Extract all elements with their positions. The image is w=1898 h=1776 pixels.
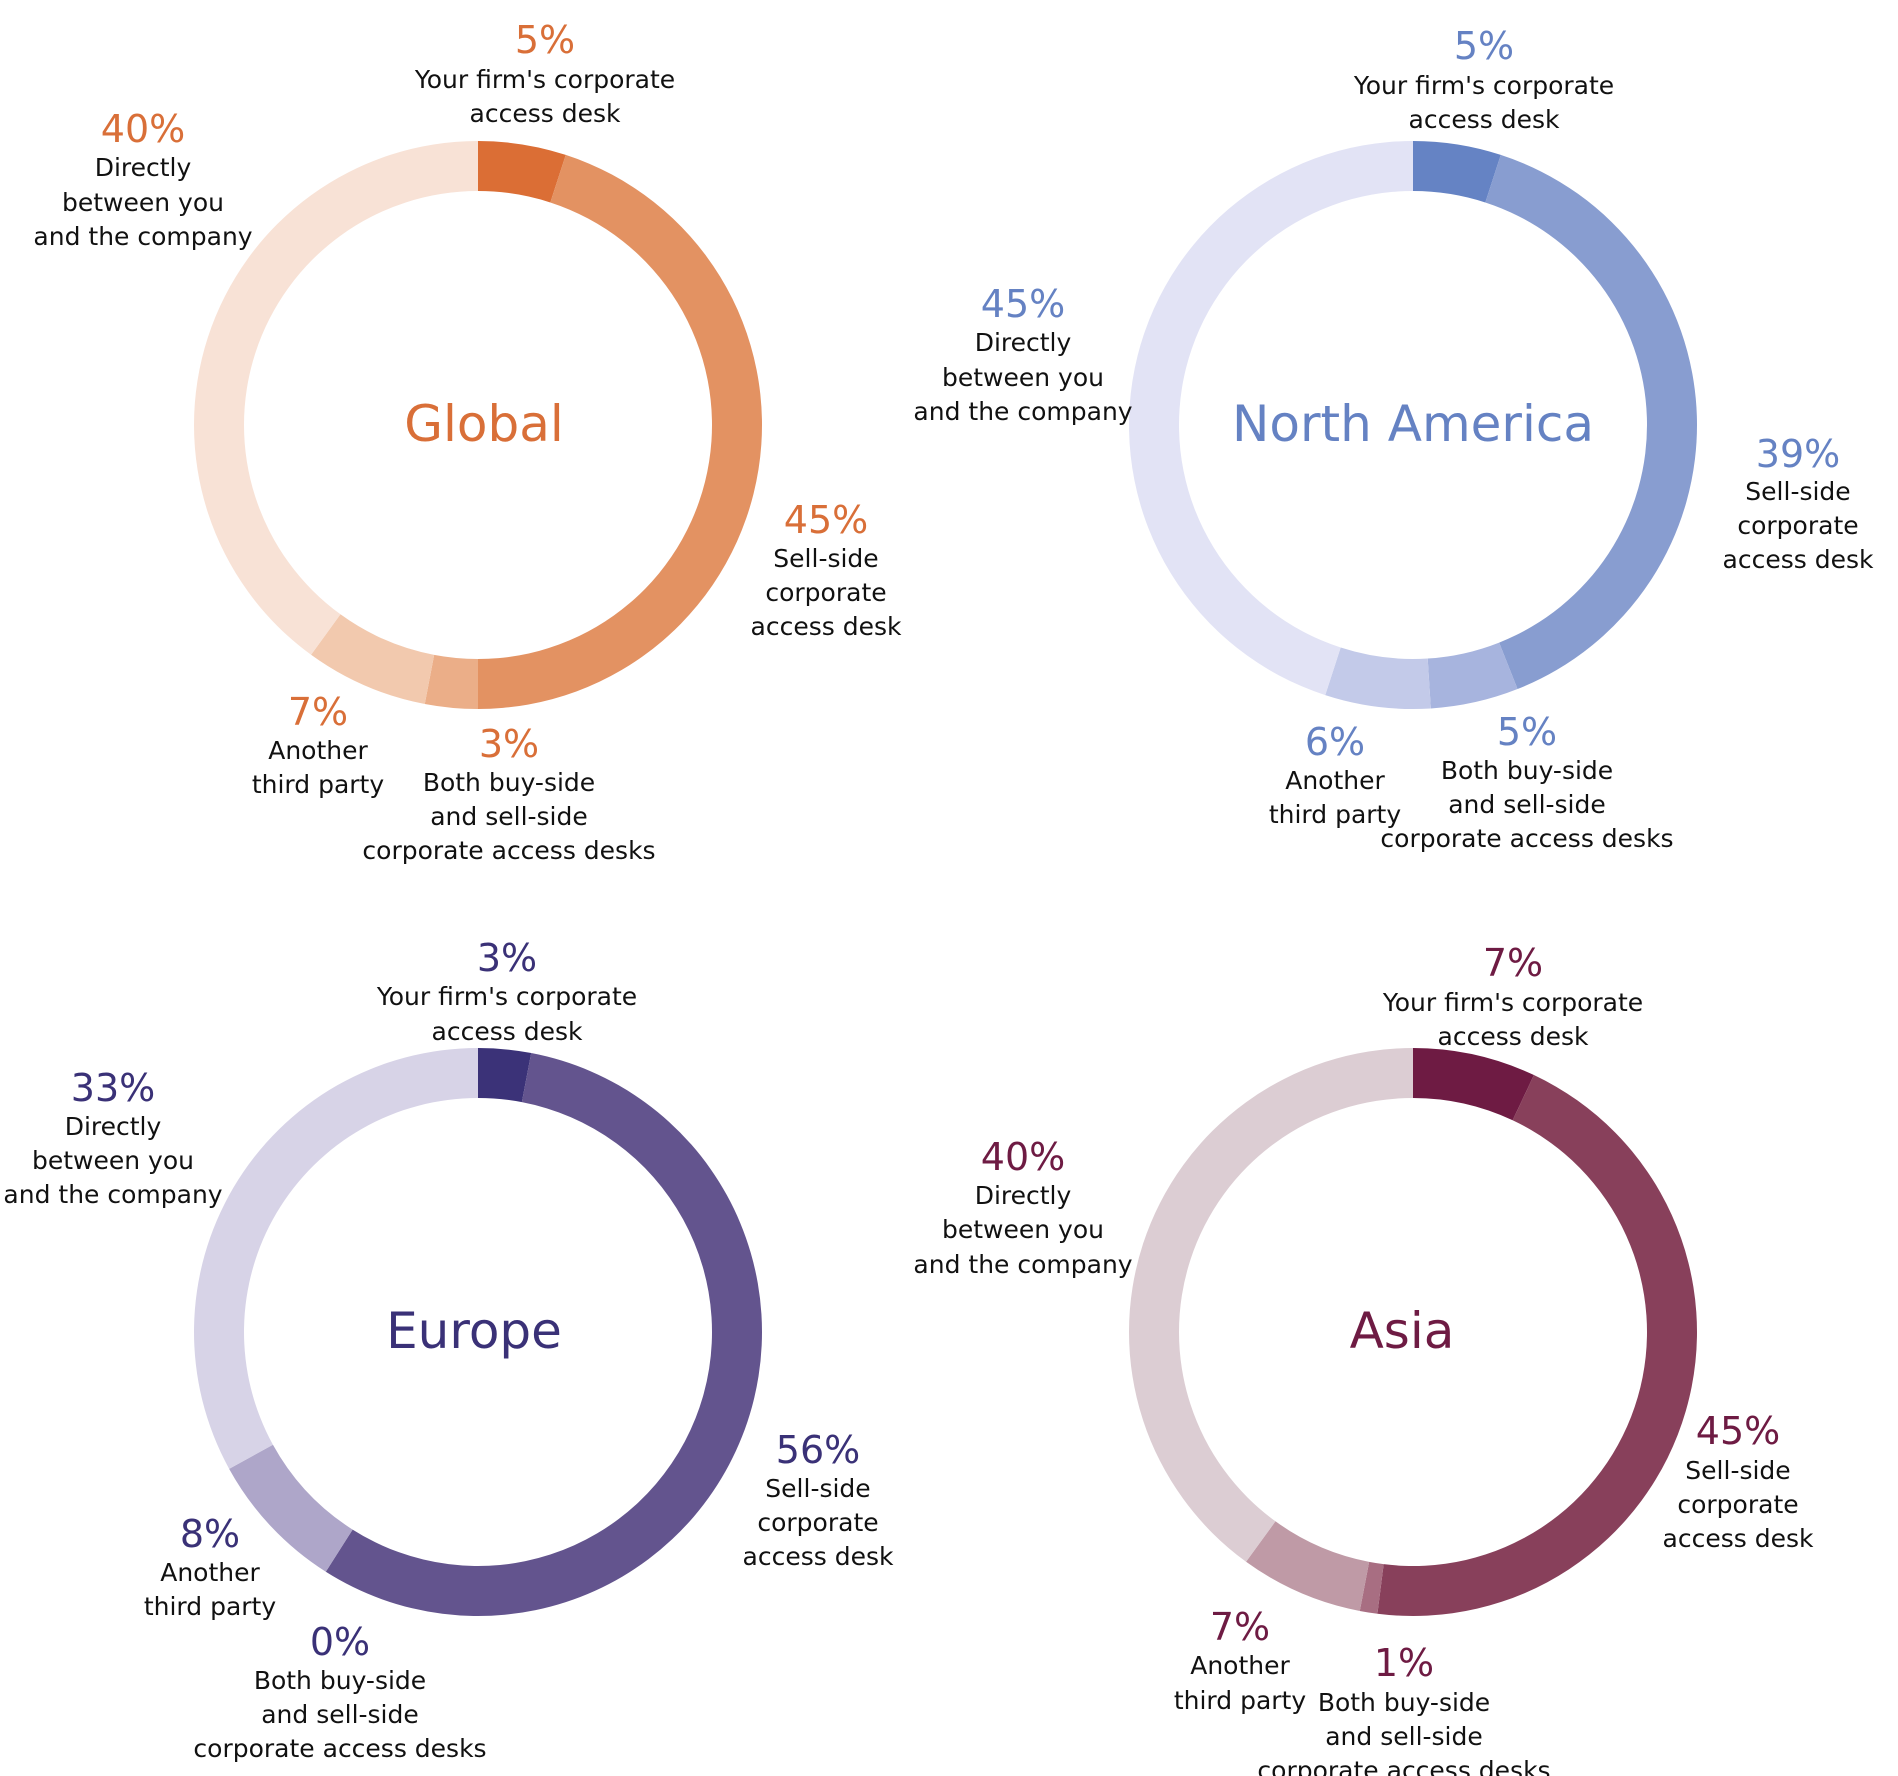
- value-label-north-america-your-firm-s-corporate-access-desk: 5%: [1454, 24, 1514, 68]
- slice-global-sell-side-corporate-access-desk: [478, 154, 762, 709]
- category-label-north-america-sell-side-corporate-access-desk: Sell-side corporate access desk: [1723, 477, 1874, 574]
- slice-europe-directly-between-you-and-the-company: [194, 1048, 479, 1469]
- slice-europe-another-third-party: [229, 1444, 353, 1572]
- value-label-europe-directly-between-you-and-the-company: 33%: [71, 1066, 155, 1110]
- slice-europe-your-firm-s-corporate-access-desk: [478, 1048, 532, 1103]
- value-label-europe-your-firm-s-corporate-access-desk: 3%: [477, 936, 537, 980]
- value-label-global-sell-side-corporate-access-desk: 45%: [784, 498, 868, 542]
- slice-global-another-third-party: [311, 614, 435, 704]
- category-label-north-america-both-buy-side-and-sell-side-corporate-access-desks: Both buy-side and sell-side corporate acce…: [1380, 756, 1673, 853]
- value-label-asia-both-buy-side-and-sell-side-corporate-access-desks: 1%: [1374, 1641, 1434, 1685]
- slice-asia-directly-between-you-and-the-company: [1129, 1048, 1413, 1562]
- slice-asia-both-buy-side-and-sell-side-corporate-access-desks: [1359, 1561, 1384, 1614]
- slice-asia-sell-side-corporate-access-desk: [1377, 1075, 1698, 1616]
- category-label-global-another-third-party: Another third party: [252, 736, 385, 799]
- value-label-north-america-sell-side-corporate-access-desk: 39%: [1756, 432, 1840, 476]
- category-label-europe-another-third-party: Another third party: [144, 1558, 277, 1621]
- slice-global-directly-between-you-and-the-company: [194, 141, 478, 655]
- slice-global-both-buy-side-and-sell-side-corporate-access-desks: [424, 654, 478, 709]
- slice-north-america-directly-between-you-and-the-company: [1129, 141, 1413, 696]
- category-label-europe-sell-side-corporate-access-desk: Sell-side corporate access desk: [743, 1474, 894, 1571]
- slice-north-america-both-buy-side-and-sell-side-corporate-access-desks: [1427, 642, 1518, 709]
- chart-title-asia: Asia: [1350, 1302, 1455, 1360]
- category-label-north-america-your-firm-s-corporate-access-desk: Your firm's corporate access desk: [1353, 71, 1614, 134]
- category-label-global-both-buy-side-and-sell-side-corporate-access-desks: Both buy-side and sell-side corporate acce…: [362, 768, 655, 865]
- category-label-global-sell-side-corporate-access-desk: Sell-side corporate access desk: [751, 544, 902, 641]
- slice-global-your-firm-s-corporate-access-desk: [478, 141, 566, 203]
- value-label-asia-sell-side-corporate-access-desk: 45%: [1696, 1409, 1780, 1453]
- slice-north-america-sell-side-corporate-access-desk: [1485, 154, 1697, 690]
- value-label-europe-sell-side-corporate-access-desk: 56%: [776, 1428, 860, 1472]
- value-label-asia-directly-between-you-and-the-company: 40%: [981, 1135, 1065, 1179]
- category-label-asia-sell-side-corporate-access-desk: Sell-side corporate access desk: [1663, 1456, 1814, 1553]
- chart-title-north-america: North America: [1232, 395, 1594, 453]
- category-label-asia-your-firm-s-corporate-access-desk: Your firm's corporate access desk: [1382, 988, 1643, 1051]
- category-label-asia-directly-between-you-and-the-company: Directly between you and the company: [913, 1181, 1132, 1279]
- donut-chart-global: Global 5%Your firm's corporate access desk…: [33, 18, 902, 865]
- slice-north-america-your-firm-s-corporate-access-desk: [1413, 141, 1501, 203]
- value-label-europe-another-third-party: 8%: [180, 1512, 240, 1556]
- category-label-global-your-firm-s-corporate-access-desk: Your firm's corporate access desk: [414, 65, 675, 128]
- value-label-global-another-third-party: 7%: [288, 690, 348, 734]
- category-label-europe-your-firm-s-corporate-access-desk: Your firm's corporate access desk: [376, 982, 637, 1046]
- value-label-north-america-directly-between-you-and-the-company: 45%: [981, 282, 1065, 326]
- value-label-north-america-another-third-party: 6%: [1305, 720, 1365, 764]
- category-label-global-directly-between-you-and-the-company: Directly between you and the company: [33, 153, 252, 251]
- slice-asia-another-third-party: [1246, 1521, 1370, 1611]
- category-label-asia-another-third-party: Another third party: [1174, 1651, 1307, 1715]
- donut-chart-europe: Europe 3%Your firm's corporate access desk…: [3, 936, 894, 1763]
- value-label-global-directly-between-you-and-the-company: 40%: [101, 107, 185, 151]
- category-label-asia-both-buy-side-and-sell-side-corporate-access-desks: Both buy-side and sell-side corporate acce…: [1257, 1688, 1550, 1776]
- category-label-europe-directly-between-you-and-the-company: Directly between you and the company: [3, 1112, 222, 1209]
- chart-title-global: Global: [404, 395, 564, 453]
- category-label-north-america-another-third-party: Another third party: [1269, 766, 1402, 829]
- slice-europe-sell-side-corporate-access-desk: [325, 1053, 762, 1617]
- value-label-global-both-buy-side-and-sell-side-corporate-access-desks: 3%: [479, 722, 539, 766]
- chart-title-europe: Europe: [386, 1302, 562, 1360]
- value-label-north-america-both-buy-side-and-sell-side-corporate-access-desks: 5%: [1497, 710, 1557, 754]
- slice-north-america-another-third-party: [1325, 647, 1431, 709]
- value-label-europe-both-buy-side-and-sell-side-corporate-access-desks: 0%: [310, 1620, 370, 1664]
- slice-asia-your-firm-s-corporate-access-desk: [1413, 1048, 1534, 1121]
- value-label-global-your-firm-s-corporate-access-desk: 5%: [515, 18, 575, 62]
- category-label-north-america-directly-between-you-and-the-company: Directly between you and the company: [913, 328, 1132, 426]
- value-label-asia-another-third-party: 7%: [1210, 1605, 1270, 1649]
- value-label-asia-your-firm-s-corporate-access-desk: 7%: [1483, 941, 1543, 985]
- category-label-europe-both-buy-side-and-sell-side-corporate-access-desks: Both buy-side and sell-side corporate acce…: [193, 1666, 486, 1763]
